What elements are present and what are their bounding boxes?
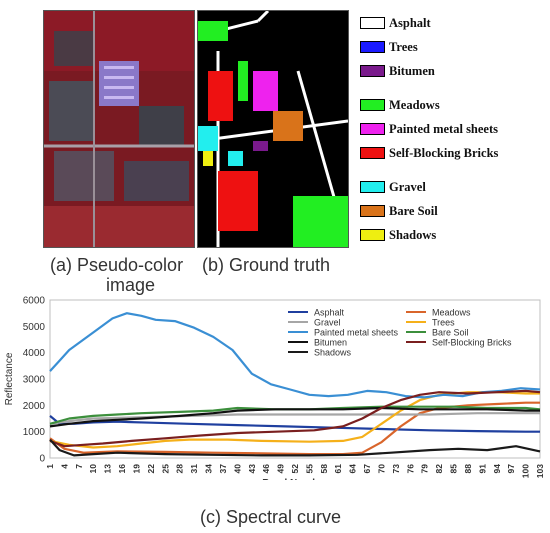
x-tick-label: 16: [117, 464, 127, 474]
x-tick-label: 91: [477, 464, 487, 474]
series-line-gravel: [49, 412, 540, 425]
x-tick-label: 94: [492, 464, 502, 474]
legend-swatch: [360, 205, 385, 217]
y-axis-label: Reflectance: [4, 352, 15, 405]
x-tick-label: 31: [189, 464, 199, 474]
legend-label: Painted metal sheets: [389, 121, 499, 136]
y-tick-label: 5000: [23, 322, 46, 333]
legend-label: Self-Blocking Bricks: [389, 145, 499, 160]
x-tick-label: 43: [247, 464, 257, 474]
legend-entry: Shadows: [314, 348, 352, 358]
x-tick-label: 61: [333, 464, 343, 474]
x-tick-label: 28: [175, 464, 185, 474]
x-tick-label: 10: [88, 464, 98, 474]
series-line-meadows: [49, 401, 540, 456]
legend-label: Asphalt: [389, 15, 431, 30]
legend-entry: Meadows: [432, 308, 471, 318]
x-tick-label: 73: [391, 464, 401, 474]
legend-class-7: Bare Soil: [360, 202, 438, 220]
x-tick-label: 7: [74, 464, 84, 469]
x-tick-label: 82: [434, 464, 444, 474]
legend-class-2: Bitumen: [360, 62, 435, 80]
x-tick-label: 52: [290, 464, 300, 474]
pseudo-color-image: [43, 10, 195, 248]
plot-frame: [49, 299, 541, 459]
x-tick-label: 19: [131, 464, 141, 474]
legend-swatch: [360, 99, 385, 111]
legend-class-3: Meadows: [360, 96, 440, 114]
legend-class-0: Asphalt: [360, 14, 431, 32]
legend-swatch: [360, 123, 385, 135]
y-tick-label: 6000: [23, 296, 46, 307]
legend-entry: Gravel: [314, 318, 341, 328]
legend-class-6: Gravel: [360, 178, 426, 196]
series-line-painted-metal-sheets: [49, 312, 541, 399]
x-tick-label: 22: [146, 464, 156, 474]
legend-label: Bare Soil: [389, 203, 438, 218]
x-tick-label: 97: [506, 464, 516, 474]
legend-class-1: Trees: [360, 38, 418, 56]
legend-entry: Trees: [432, 318, 455, 328]
x-tick-label: 79: [420, 464, 430, 474]
spectral-curve-chart: 0 1000 2000 3000 4000 5000 6000 1 4 7 10 13 16 19 22 25…: [4, 296, 545, 481]
x-tick-label: 46: [261, 464, 271, 474]
x-tick-label: 64: [348, 464, 358, 474]
legend-label: Meadows: [389, 97, 440, 112]
x-tick-label: 40: [232, 464, 242, 474]
caption-a-line2: image: [106, 275, 156, 295]
x-tick-label: 49: [276, 464, 286, 474]
legend-label: Trees: [389, 39, 418, 54]
x-tick-label: 13: [103, 464, 113, 474]
legend-entry: Bitumen: [314, 338, 347, 348]
x-tick-label: 37: [218, 464, 228, 474]
x-tick-label: 100: [521, 464, 531, 478]
x-tick-label: 55: [304, 464, 314, 474]
y-tick-label: 4000: [23, 348, 46, 359]
legend-swatch: [360, 65, 385, 77]
x-tick-label: 1: [45, 464, 55, 469]
x-tick-label: 34: [204, 464, 214, 474]
legend-label: Bitumen: [389, 63, 435, 78]
legend-swatch: [360, 181, 385, 193]
x-tick-label: 76: [405, 464, 415, 474]
y-tick-label: 3000: [23, 375, 46, 386]
legend-class-5: Self-Blocking Bricks: [360, 144, 498, 162]
series-line-shadows: [49, 438, 541, 457]
ground-truth-map: [197, 10, 349, 248]
x-tick-label: 67: [362, 464, 372, 474]
series-line-bitumen: [49, 406, 540, 428]
x-tick-label: 85: [449, 464, 459, 474]
legend-entry: Asphalt: [314, 308, 345, 318]
legend-swatch: [360, 147, 385, 159]
legend-label: Gravel: [389, 179, 426, 194]
x-tick-label: 4: [59, 464, 69, 469]
legend-swatch: [360, 41, 385, 53]
series-line-self-blocking-bricks: [49, 389, 541, 448]
legend-entry: Self-Blocking Bricks: [432, 338, 512, 348]
x-tick-label: 25: [160, 464, 170, 474]
x-axis-label: Band Number: [262, 478, 328, 480]
legend-swatch: [360, 229, 385, 241]
x-tick-label: 58: [319, 464, 329, 474]
y-tick-label: 2000: [23, 401, 46, 412]
x-tick-label: 103: [535, 464, 545, 478]
y-tick-label: 1000: [23, 427, 46, 438]
legend-label: Shadows: [389, 227, 437, 242]
caption-a: (a) Pseudo-color: [50, 255, 184, 275]
legend-swatch: [360, 17, 385, 29]
legend-class-8: Shadows: [360, 226, 436, 244]
legend-entry: Painted metal sheets: [314, 328, 399, 338]
legend-entry: Bare Soil: [432, 328, 469, 338]
caption-c: (c) Spectral curve: [200, 507, 342, 527]
y-tick-label: 0: [39, 454, 45, 465]
legend-class-4: Painted metal sheets: [360, 120, 498, 138]
x-tick-label: 88: [463, 464, 473, 474]
x-tick-label: 70: [376, 464, 386, 474]
caption-b: (b) Ground truth: [202, 255, 331, 275]
